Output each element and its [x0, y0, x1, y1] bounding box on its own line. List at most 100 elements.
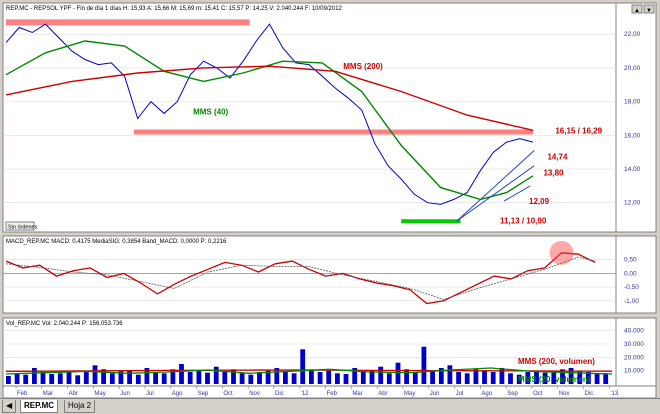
- x-tick-label: Nov: [559, 391, 570, 397]
- macd-highlight: [549, 240, 574, 265]
- scroll-up-button[interactable]: ▲: [631, 4, 643, 14]
- chart-canvas: 22,00 20,00 18,00 16,00 14,00 12,00 0,50 0,00 -0…: [2, 2, 657, 399]
- x-tick-label: Abr: [378, 391, 387, 397]
- price-marks: [5, 19, 535, 224]
- volume-bar: [213, 366, 219, 384]
- volume-bar: [309, 369, 314, 384]
- volume-bar: [187, 372, 193, 384]
- macd-marks: [5, 240, 596, 305]
- volume-bar: [490, 372, 496, 384]
- volume-bar: [265, 370, 271, 384]
- price-y-tick: 20,00: [624, 65, 641, 72]
- volume-bar: [40, 372, 46, 384]
- volume-bar: [473, 369, 479, 384]
- volume-bar: [326, 370, 332, 384]
- price-annotation: 16,15 / 16,29: [555, 126, 602, 135]
- price-caption: REP.MC - REPSOL YPF - Fin de día 1 días …: [6, 6, 343, 12]
- x-tick-label: Mar: [352, 391, 362, 397]
- x-tick-labels: Feb Mar Abr May Jun Jul Ago Sep Oct Nov Dic '12 Feb M…: [15, 386, 619, 397]
- volume-bar: [6, 376, 11, 384]
- x-tick-label: '13: [610, 391, 618, 397]
- tab-hoja-2[interactable]: Hoja 2: [64, 400, 96, 413]
- scroll-down-button[interactable]: ▼: [643, 4, 655, 14]
- macd-plot-area[interactable]: [2, 235, 617, 314]
- tab-rep-mc[interactable]: REP.MC: [20, 400, 59, 413]
- price-annotation: 13,80: [543, 168, 564, 177]
- price-annotation: MMS (40): [193, 108, 228, 117]
- volume-bar: [378, 366, 384, 384]
- volume-mms-20-line: [5, 367, 613, 375]
- x-tick-label: Sep: [198, 391, 209, 397]
- volume-bar: [135, 374, 141, 384]
- volume-y-tick: 10.000: [624, 368, 644, 375]
- price-annotation: 14,74: [547, 153, 568, 162]
- volume-bar: [248, 374, 254, 384]
- y-tick-labels: 22,00 20,00 18,00 16,00 14,00 12,00 0,50 0,00 -0…: [624, 31, 644, 374]
- macd-axis: [615, 235, 657, 314]
- macd-y-tick: 0,50: [624, 257, 637, 264]
- x-tick-label: Dic: [585, 391, 594, 397]
- volume-bar: [257, 372, 262, 384]
- volume-bar: [516, 374, 522, 384]
- x-tick-label: Ago: [172, 391, 183, 397]
- volume-bar: [32, 368, 37, 384]
- macd-gridlines: [3, 259, 616, 302]
- volume-annotation: MMS (20, volumen): [518, 375, 591, 384]
- x-tick-label: Feb: [17, 391, 28, 397]
- volume-bar: [222, 372, 228, 384]
- mms-200-line: [5, 65, 534, 131]
- price-plot-area[interactable]: [2, 2, 617, 233]
- sin-ordenes-button[interactable]: Sin órdenes: [5, 221, 38, 231]
- volume-bar: [525, 372, 531, 384]
- x-tick-label: Oct: [223, 391, 233, 397]
- mms-40-line: [5, 40, 534, 201]
- x-tick-label: Oct: [533, 391, 543, 397]
- price-y-tick: 14,00: [624, 166, 641, 173]
- macd-caption: MACD_REP.MC MACD: 0,4175 MediaSIG: 0,385…: [6, 239, 227, 245]
- volume-bar: [412, 372, 418, 384]
- volume-bar: [127, 370, 132, 384]
- price-annotation: 12,09: [529, 197, 550, 206]
- x-tick-label: Jun: [120, 391, 130, 397]
- volume-bar: [421, 346, 427, 384]
- volume-bar: [447, 365, 453, 384]
- volume-y-tick: 40.000: [624, 328, 644, 335]
- volume-bar: [603, 373, 609, 384]
- volume-caption: Vol_REP.MC Vol: 2.040.244 P: 156.053.736: [6, 321, 123, 327]
- volume-bar: [49, 374, 55, 384]
- macd-signal-line: [5, 256, 596, 300]
- volume-bar: [300, 349, 306, 384]
- volume-bar: [464, 373, 470, 384]
- price-y-tick: 18,00: [624, 99, 641, 106]
- volume-bar: [343, 374, 349, 384]
- volume-bar: [508, 373, 513, 384]
- volume-bar: [83, 372, 89, 384]
- volume-bar: [499, 368, 505, 384]
- x-tick-label: Jun: [430, 391, 440, 397]
- volume-bar: [560, 369, 565, 384]
- x-tick-label: Jul: [456, 391, 464, 397]
- x-tick-label: May: [94, 391, 105, 397]
- chevron-down-icon: ▼: [646, 8, 652, 14]
- annotations: MMS (200) MMS (40) 16,15 / 16,29 14,74 13,80…: [193, 62, 603, 384]
- volume-y-tick: 20.000: [624, 354, 644, 361]
- price-annotation: 11,13 / 10,90: [500, 216, 547, 225]
- volume-bar: [386, 373, 392, 384]
- price-axis: [615, 2, 657, 233]
- x-tick-label: '12: [301, 391, 309, 397]
- x-tick-label: Jul: [146, 391, 154, 397]
- volume-bar: [231, 369, 236, 384]
- volume-bar: [196, 370, 202, 384]
- volume-bar: [161, 373, 167, 384]
- macd-line: [5, 252, 596, 305]
- volume-bar: [170, 369, 176, 384]
- tab-nav-first[interactable]: ◀: [2, 400, 17, 413]
- volume-bar: [179, 364, 184, 384]
- volume-bar: [404, 369, 409, 384]
- volume-bar: [92, 365, 98, 384]
- volume-bar: [395, 362, 401, 384]
- volume-bar: [456, 372, 461, 384]
- volume-bar: [594, 374, 600, 384]
- volume-bar: [239, 373, 245, 384]
